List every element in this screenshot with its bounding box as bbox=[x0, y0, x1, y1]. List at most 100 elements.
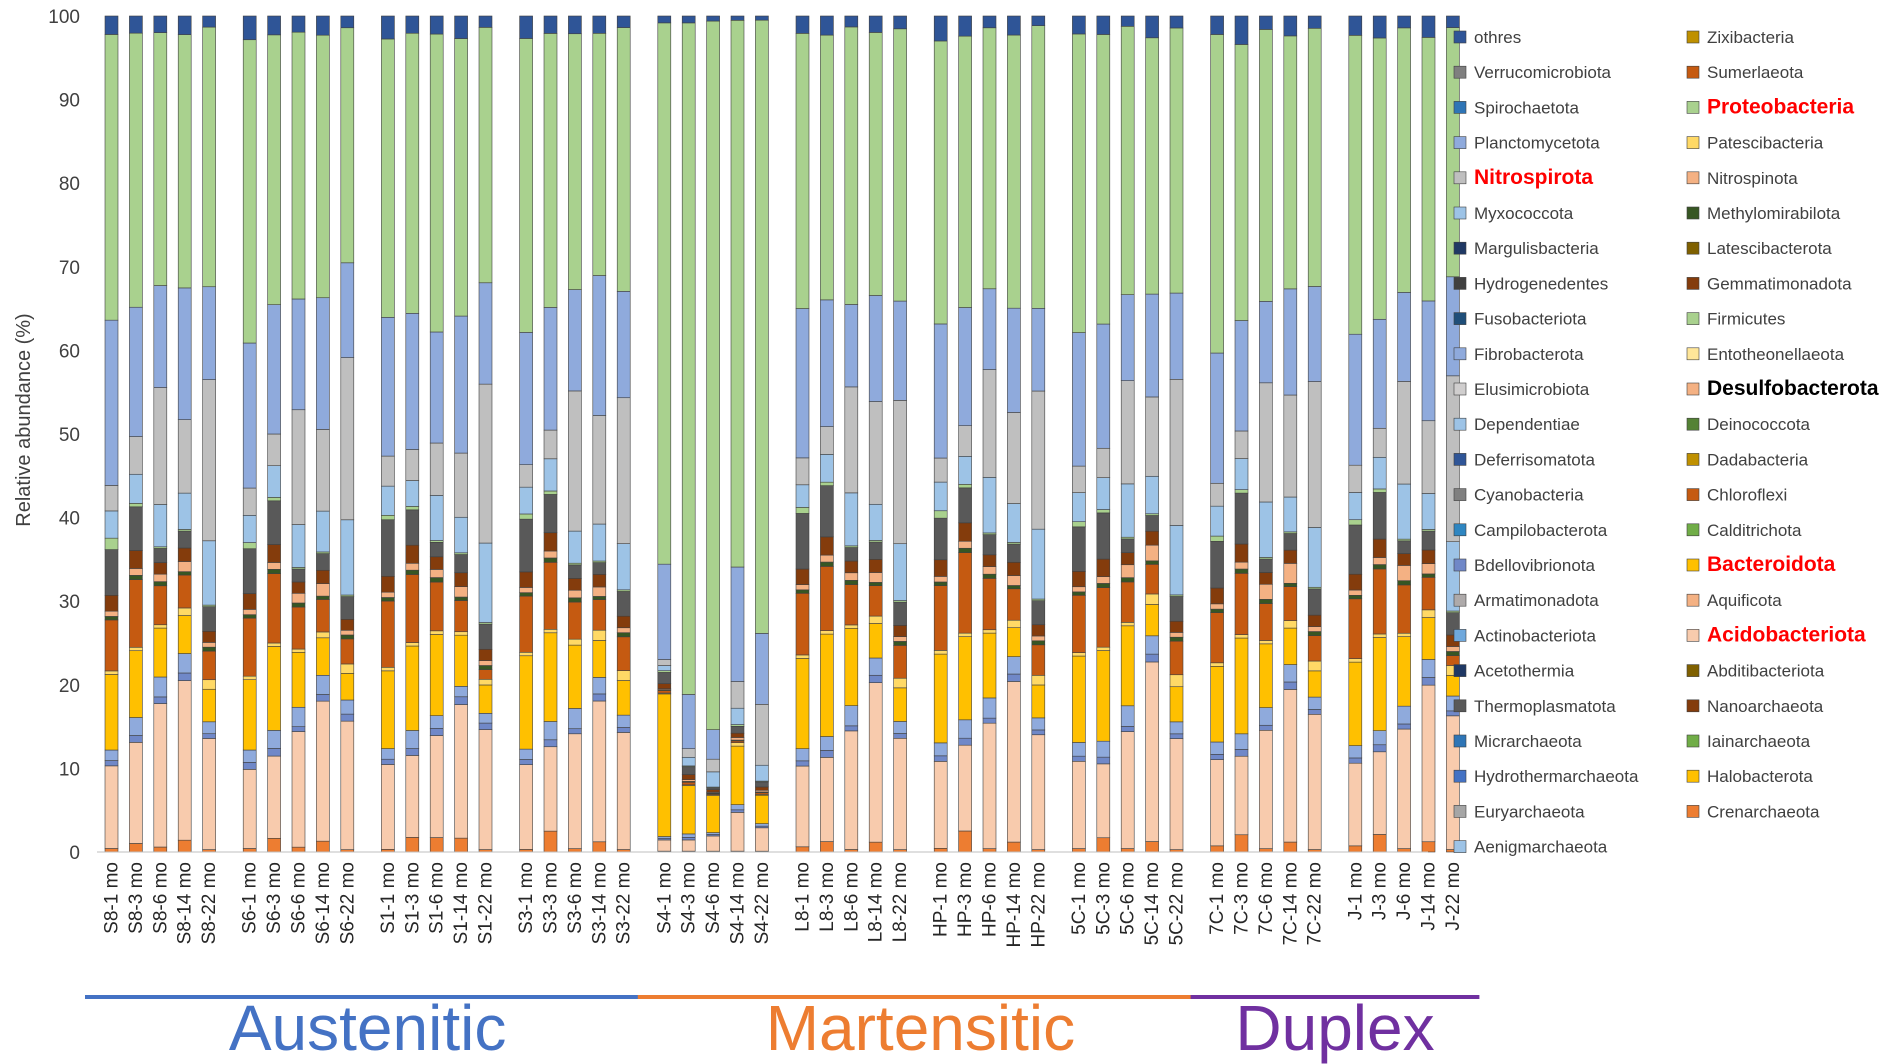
bar-segment-othres bbox=[1307, 15, 1322, 29]
bar-segment-chloroflexi bbox=[568, 601, 582, 640]
legend-item-dependentiae: Dependentiae bbox=[1453, 415, 1580, 434]
legend-item-margulisbacteria: Margulisbacteria bbox=[1453, 239, 1599, 258]
bar-segment-chloroflexi bbox=[1348, 598, 1363, 659]
bar-segment-othres bbox=[730, 15, 745, 21]
bar-segment-desulfobacterota bbox=[1072, 586, 1086, 593]
bar-segment-gemmatimonadota bbox=[381, 575, 395, 593]
bar-segment-bdellovibrionota bbox=[1283, 681, 1298, 690]
bar-segment-crenarchaeota bbox=[568, 848, 582, 853]
bar-segment-calditrichota bbox=[519, 513, 533, 520]
bar-segment-proteobacteria bbox=[730, 20, 745, 568]
legend-swatch bbox=[1686, 734, 1700, 748]
bar-segment-thermoplasmatota bbox=[1397, 540, 1411, 554]
bar-segment-chloroflexi bbox=[1397, 584, 1411, 634]
bar-segment-bacteroidota bbox=[755, 794, 769, 824]
bar-segment-planctomycetota-upper- bbox=[1234, 320, 1249, 432]
bar-segment-othres bbox=[1169, 15, 1184, 29]
bar-segment-nitrospirota bbox=[958, 425, 972, 457]
bar-segment-planctomycetota bbox=[1072, 742, 1086, 757]
bar-segment-crenarchaeota bbox=[129, 843, 143, 853]
bar-segment-bdellovibrionota bbox=[1031, 729, 1046, 736]
bar-segment-nitrospirota bbox=[755, 704, 769, 766]
bar-segment-bacteroidota bbox=[1421, 617, 1436, 660]
bar-segment-acidobacteriota bbox=[242, 769, 257, 849]
bar-segment-othres bbox=[519, 15, 533, 39]
bar-segment-thermoplasmatota bbox=[657, 672, 672, 684]
bar-segment-bdellovibrionota bbox=[429, 728, 444, 736]
bar-segment-thermoplasmatota bbox=[1007, 543, 1021, 563]
bar-segment-desulfobacterota bbox=[454, 586, 468, 598]
bar-segment-halobacterota bbox=[340, 663, 355, 674]
bar-segment-bdellovibrionota bbox=[1145, 653, 1159, 663]
bar-segment-nitrospirota bbox=[893, 400, 907, 545]
bar-segment-proteobacteria bbox=[153, 32, 168, 286]
legend-label: Sumerlaeota bbox=[1707, 63, 1804, 82]
bar-segment-planctomycetota bbox=[429, 715, 444, 729]
bar-segment-crenarchaeota bbox=[1072, 848, 1086, 853]
bar-segment-othres bbox=[104, 15, 119, 35]
bar-segment-planctomycetota bbox=[755, 823, 769, 827]
bar-segment-gemmatimonadota bbox=[755, 786, 769, 791]
legend-swatch bbox=[1453, 136, 1467, 149]
legend-swatch bbox=[1453, 699, 1467, 713]
bar-segment-bdellovibrionota bbox=[104, 760, 119, 767]
bar-segment-proteobacteria bbox=[568, 33, 582, 290]
bar-segment-planctomycetota-upper- bbox=[1210, 352, 1224, 484]
bar-segment-othres bbox=[893, 15, 907, 30]
bar-segment-methylomirabilota bbox=[454, 596, 468, 601]
bar-segment-desulfobacterota bbox=[202, 642, 216, 648]
bar-segment-thermoplasmatota bbox=[381, 519, 395, 577]
legend-item-deferrisomatota: Deferrisomatota bbox=[1453, 450, 1595, 469]
bar-segment-othres bbox=[478, 15, 493, 28]
y-tick-label-60: 60 bbox=[59, 341, 80, 362]
bar-segment-crenarchaeota bbox=[291, 846, 306, 853]
bar-segment-acidobacteriota bbox=[1348, 762, 1363, 847]
bar-S8-22-mo bbox=[202, 15, 216, 853]
legend-swatch bbox=[1453, 664, 1467, 677]
x-tick-label: 5C-3 mo bbox=[1093, 862, 1114, 935]
legend-label: Methylomirabilota bbox=[1707, 204, 1841, 223]
bar-segment-halobacterota bbox=[1307, 660, 1322, 672]
bar-S4-6-mo bbox=[706, 15, 720, 853]
bar-segment-bacteroidota bbox=[340, 673, 355, 701]
legend-label: Acetothermia bbox=[1474, 662, 1575, 681]
bar-segment-halobacterota bbox=[1259, 640, 1273, 645]
bar-segment-planctomycetota-upper- bbox=[755, 633, 769, 705]
bar-segment-planctomycetota bbox=[454, 686, 468, 698]
bar-segment-chloroflexi bbox=[177, 574, 192, 609]
bar-segment-calditrichota bbox=[1072, 521, 1086, 528]
bar-segment-chloroflexi bbox=[291, 606, 306, 650]
bar-segment-planctomycetota bbox=[129, 717, 143, 736]
bar-segment-planctomycetota-upper- bbox=[681, 694, 696, 749]
legend-label: Entotheonellaeota bbox=[1707, 345, 1845, 364]
bar-segment-halobacterota bbox=[429, 630, 444, 635]
bar-segment-myxococcota bbox=[543, 458, 558, 492]
bar-segment-bacteroidota bbox=[820, 633, 834, 737]
bar-segment-crenarchaeota bbox=[1397, 848, 1411, 853]
legend-label: Iainarchaeota bbox=[1707, 732, 1811, 751]
bar-segment-bdellovibrionota bbox=[1169, 733, 1184, 739]
bar-segment-chloroflexi bbox=[478, 669, 493, 680]
bar-segment-acidobacteriota bbox=[1096, 763, 1111, 839]
bar-HP-1-mo bbox=[933, 15, 948, 853]
x-tick-label: S6-14 mo bbox=[313, 862, 334, 944]
bar-segment-acidobacteriota bbox=[1120, 731, 1135, 849]
legend-label: Calditrichota bbox=[1707, 521, 1802, 540]
bar-segment-crenarchaeota bbox=[868, 841, 883, 853]
bar-segment-methylomirabilota bbox=[1259, 599, 1273, 604]
y-axis-ticks: 0 10 20 30 40 50 60 70 80 90 100 bbox=[48, 7, 80, 864]
bar-segment-thermoplasmatota bbox=[1031, 600, 1046, 626]
bar-segment-bacteroidota bbox=[1348, 661, 1363, 746]
bar-HP-6-mo bbox=[982, 15, 997, 853]
bar-segment-gemmatimonadota bbox=[129, 550, 143, 569]
legend-swatch bbox=[1453, 382, 1467, 396]
bar-segment-proteobacteria bbox=[242, 39, 257, 344]
bar-segment-desulfobacterota bbox=[1031, 635, 1046, 642]
legend-swatch bbox=[1453, 30, 1467, 44]
bar-segment-calditrichota bbox=[820, 481, 834, 486]
bar-segment-nitrospirota bbox=[1031, 390, 1046, 530]
bar-segment-proteobacteria bbox=[177, 34, 192, 289]
x-tick-label: L8-14 mo bbox=[866, 862, 887, 942]
bar-segment-bdellovibrionota bbox=[381, 758, 395, 765]
bar-segment-gemmatimonadota bbox=[795, 568, 810, 585]
